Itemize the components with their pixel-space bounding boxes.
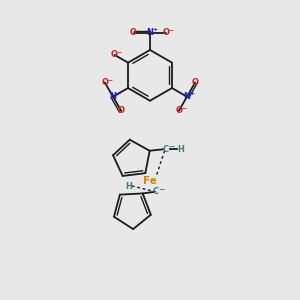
Text: −: − — [169, 27, 174, 32]
Text: +: + — [189, 91, 194, 96]
Text: −: − — [158, 185, 164, 194]
Text: O: O — [130, 28, 137, 37]
Text: H: H — [177, 145, 184, 154]
Text: −: − — [168, 142, 174, 152]
Text: −: − — [107, 77, 112, 82]
Text: C: C — [163, 145, 169, 154]
Text: +: + — [152, 27, 158, 32]
Text: O: O — [111, 50, 118, 59]
Text: C: C — [153, 188, 159, 196]
Text: N: N — [146, 28, 154, 37]
Text: O: O — [163, 28, 170, 37]
Text: O: O — [175, 106, 182, 116]
Text: O: O — [118, 106, 125, 116]
Text: H: H — [125, 182, 132, 191]
Text: N: N — [110, 92, 116, 101]
Text: Fe: Fe — [143, 176, 157, 186]
Text: O: O — [192, 78, 199, 87]
Text: −: − — [117, 50, 122, 54]
Text: −: − — [181, 105, 186, 110]
Text: N: N — [184, 92, 190, 101]
Text: O: O — [101, 78, 108, 87]
Text: +: + — [115, 91, 120, 96]
